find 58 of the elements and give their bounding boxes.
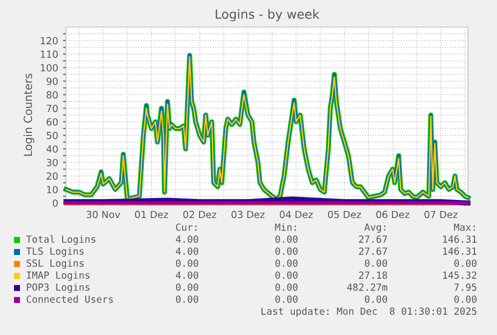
legend-label: TLS Logins (26, 247, 84, 257)
text: 0.00 (275, 295, 298, 303)
y-tick-label: 90 (46, 78, 58, 85)
text: 7.95 (454, 283, 476, 291)
x-tick-label: 06 Dez (376, 210, 410, 218)
y-axis-title: Login Counters (23, 74, 34, 156)
text: 0.00 (275, 247, 298, 255)
text: 0.00 (275, 259, 298, 267)
text: Min: (275, 223, 296, 231)
legend-label: IMAP Logins (26, 271, 90, 281)
y-tick-label: 100 (40, 64, 58, 72)
text: 27.18 (359, 271, 388, 279)
y-tick-label: 120 (40, 37, 58, 44)
legend-label: SSL Logins (26, 259, 84, 269)
text: 482.27m (347, 283, 388, 291)
text: 0.00 (454, 259, 476, 267)
text: 4.00 (176, 235, 198, 243)
y-tick-label: 40 (46, 145, 58, 153)
text: 146.31 (443, 247, 476, 255)
text: 4.00 (176, 247, 198, 255)
y-tick-label: 30 (46, 158, 58, 166)
y-tick-label: 0 (52, 199, 58, 207)
text: 145.32 (443, 271, 476, 279)
legend-label: Connected Users (26, 295, 113, 303)
text: 0.00 (454, 295, 476, 303)
y-tick-label: 10 (47, 186, 58, 194)
y-tick-label: 20 (46, 172, 58, 180)
legend-label: Total Logins (26, 235, 96, 245)
text: 0.00 (275, 271, 298, 279)
text: Avg: (364, 224, 386, 233)
text: 27.67 (359, 235, 387, 243)
text: 0.00 (275, 235, 298, 243)
y-tick-label: 50 (46, 132, 58, 140)
y-tick-label: 110 (40, 50, 58, 58)
text: 0.00 (364, 259, 388, 267)
text: 0.00 (275, 283, 298, 291)
x-tick-label: 07 Dez (424, 210, 458, 218)
text: 146.31 (443, 235, 476, 243)
text: 0.00 (176, 259, 198, 267)
text: 4.00 (176, 271, 198, 279)
y-tick-label: 80 (46, 91, 58, 99)
text: Max: (454, 224, 475, 231)
x-tick-label: 04 Dez (280, 210, 313, 218)
x-tick-label: 01 Dez (135, 210, 168, 218)
text: 0.00 (176, 283, 198, 291)
text: 0.00 (176, 295, 198, 303)
text: 27.67 (359, 247, 387, 255)
x-tick-label: 02 Dez (183, 210, 216, 218)
text: Last update: Mon Dec 8 01:30:01 2025 (262, 307, 476, 317)
y-tick-label: 60 (46, 118, 58, 126)
legend-label: POP3 Logins (26, 283, 90, 293)
chart-title: Logins - by week (216, 9, 320, 22)
text: Cur: (176, 223, 196, 231)
text: 0.00 (364, 295, 388, 303)
y-tick-label: 70 (46, 104, 58, 112)
x-tick-label: 03 Dez (232, 210, 265, 218)
x-tick-label: 05 Dez (328, 210, 361, 218)
x-tick-label: 30 Nov (86, 210, 120, 218)
